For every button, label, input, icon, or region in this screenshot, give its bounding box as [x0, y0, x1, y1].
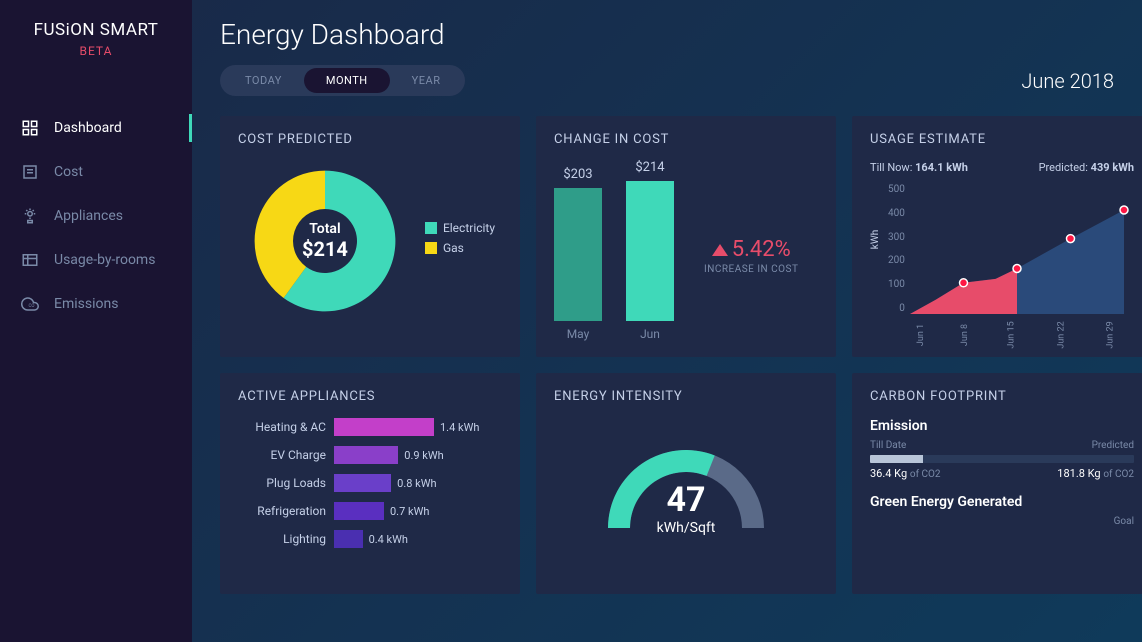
nav-icon	[20, 250, 40, 270]
nav-label: Cost	[54, 164, 83, 180]
donut-legend: Electricity Gas	[425, 221, 495, 261]
nav-icon	[20, 118, 40, 138]
card-change-cost: CHANGE IN COST $203May$214Jun 5.42% INCR…	[536, 116, 836, 357]
card-title: CHANGE IN COST	[554, 132, 818, 147]
appliance-row: Heating & AC1.4 kWh	[238, 418, 502, 436]
nav-item-dashboard[interactable]: Dashboard	[0, 106, 192, 150]
nav-item-usage-by-rooms[interactable]: Usage-by-rooms	[0, 238, 192, 282]
svg-text:CO: CO	[29, 303, 35, 309]
legend-item: Electricity	[425, 221, 495, 235]
nav-label: Dashboard	[54, 120, 122, 136]
nav-item-emissions[interactable]: CO Emissions	[0, 282, 192, 326]
change-info: 5.42% INCREASE IN COST	[704, 237, 798, 275]
usage-header: Till Now: 164.1 kWh Predicted: 439 kWh	[870, 161, 1134, 174]
logo: FUSiON SMART BETA	[0, 20, 192, 58]
nav-item-cost[interactable]: Cost	[0, 150, 192, 194]
card-title: USAGE ESTIMATE	[870, 132, 1134, 147]
emission-section: Emission Till Date Predicted 36.4 Kg of …	[870, 418, 1134, 480]
appliance-bars: Heating & AC1.4 kWh EV Charge0.9 kWh Plug …	[238, 418, 502, 548]
nav-label: Emissions	[54, 296, 118, 312]
nav-icon	[20, 162, 40, 182]
total-value: $214	[302, 237, 348, 261]
green-energy-section: Green Energy Generated Goal	[870, 494, 1134, 527]
gauge-unit: kWh/Sqft	[657, 520, 716, 536]
card-active-appliances: ACTIVE APPLIANCES Heating & AC1.4 kWh EV …	[220, 373, 520, 594]
bar-jun: $214Jun	[626, 160, 674, 341]
card-title: ACTIVE APPLIANCES	[238, 389, 502, 404]
date-label: June 2018	[1021, 69, 1114, 93]
beta-badge: BETA	[0, 44, 192, 58]
gauge-value: 47	[657, 480, 716, 520]
main: Energy Dashboard TODAYMONTHYEAR June 201…	[192, 0, 1142, 642]
card-title: CARBON FOOTPRINT	[870, 389, 1134, 404]
brand-name: FUSiON SMART	[0, 20, 192, 40]
nav-label: Usage-by-rooms	[54, 252, 155, 268]
card-usage-estimate: USAGE ESTIMATE Till Now: 164.1 kWh Predi…	[852, 116, 1142, 357]
cost-donut: Total $214	[245, 161, 405, 321]
card-energy-intensity: ENERGY INTENSITY 47 kWh/Sqft	[536, 373, 836, 594]
y-axis-label: kWh	[870, 230, 881, 249]
total-label: Total	[302, 221, 348, 237]
nav-label: Appliances	[54, 208, 123, 224]
time-range-segment: TODAYMONTHYEAR	[220, 65, 465, 96]
range-year[interactable]: YEAR	[390, 68, 463, 93]
appliance-row: Lighting0.4 kWh	[238, 530, 502, 548]
header-row: TODAYMONTHYEAR June 2018	[220, 65, 1114, 96]
cards-grid: COST PREDICTED Total $214 Electricity Gas…	[220, 116, 1114, 594]
usage-chart: kWh 5004003002001000 Jun 1Jun 8Jun 15Jun…	[870, 184, 1134, 334]
nav-icon	[20, 206, 40, 226]
nav-icon: CO	[20, 294, 40, 314]
page-title: Energy Dashboard	[220, 18, 1114, 51]
appliance-row: EV Charge0.9 kWh	[238, 446, 502, 464]
card-title: COST PREDICTED	[238, 132, 502, 147]
legend-item: Gas	[425, 241, 495, 255]
change-text: INCREASE IN COST	[704, 264, 798, 275]
range-month[interactable]: MONTH	[304, 68, 390, 93]
appliance-row: Plug Loads0.8 kWh	[238, 474, 502, 492]
cost-bars: $203May$214Jun	[554, 171, 674, 341]
up-triangle-icon	[712, 244, 728, 256]
nav: Dashboard Cost Appliances Usage-by-rooms CO E…	[0, 106, 192, 326]
card-cost-predicted: COST PREDICTED Total $214 Electricity Gas	[220, 116, 520, 357]
gauge: 47 kWh/Sqft	[554, 418, 818, 578]
appliance-row: Refrigeration0.7 kWh	[238, 502, 502, 520]
change-pct: 5.42%	[732, 237, 791, 262]
sidebar: FUSiON SMART BETA Dashboard Cost Appliance…	[0, 0, 192, 642]
range-today[interactable]: TODAY	[223, 68, 304, 93]
nav-item-appliances[interactable]: Appliances	[0, 194, 192, 238]
card-title: ENERGY INTENSITY	[554, 389, 818, 404]
bar-may: $203May	[554, 167, 602, 341]
card-carbon-footprint: CARBON FOOTPRINT Emission Till Date Pred…	[852, 373, 1142, 594]
